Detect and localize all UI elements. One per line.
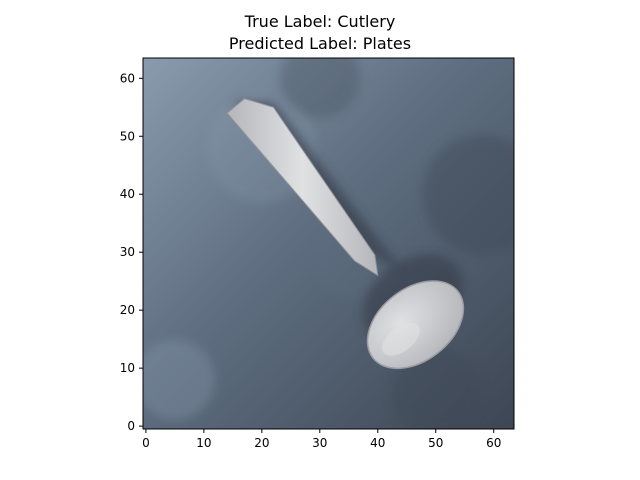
background-texture: [390, 346, 481, 429]
x-tick-label: 60: [486, 436, 501, 450]
y-tick-label: 20: [120, 303, 135, 317]
x-tick-label: 40: [370, 436, 385, 450]
predicted-label-title: Predicted Label: Plates: [228, 34, 412, 53]
spoon-handle: [226, 98, 379, 277]
axes: 0 10 20 30 40 50 60 0 10 20 30 40 50 60: [120, 57, 515, 450]
x-tick-label: 50: [428, 436, 443, 450]
x-tick-label: 30: [312, 436, 327, 450]
y-tick-label: 30: [120, 245, 135, 259]
y-tick-label: 40: [120, 187, 135, 201]
background-texture: [422, 134, 514, 255]
y-tick-label: 50: [120, 129, 135, 143]
y-tick-label: 0: [127, 419, 135, 433]
true-label-title: True Label: Cutlery: [244, 12, 396, 31]
sample-image: [143, 58, 514, 429]
background-texture: [143, 339, 215, 420]
x-tick-label: 0: [142, 436, 150, 450]
spoon-bowl-highlight: [382, 322, 420, 356]
y-tick-label: 10: [120, 361, 135, 375]
background-texture: [279, 58, 360, 119]
y-tick-label: 60: [120, 71, 135, 85]
axes-frame: [142, 57, 515, 430]
x-tick-label: 10: [196, 436, 211, 450]
x-tick-label: 20: [254, 436, 269, 450]
